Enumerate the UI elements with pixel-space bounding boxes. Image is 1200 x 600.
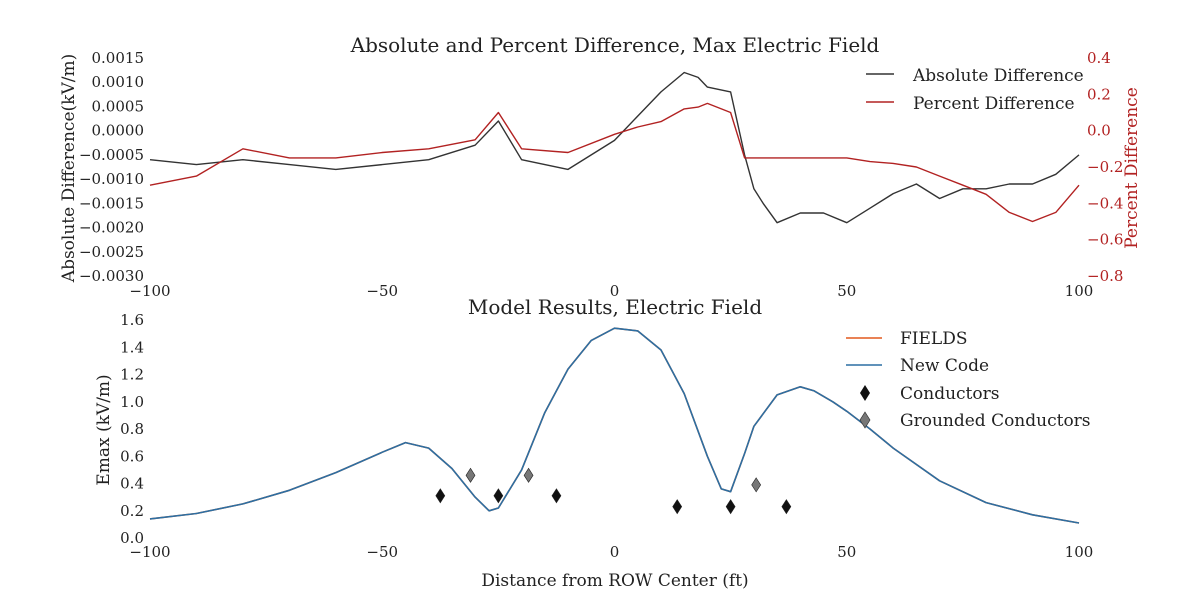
distance-label: Distance from ROW Center (ft) [481,571,748,591]
legend-percent-label: Percent Difference [913,94,1075,114]
absolute-ytick-label: 0.0010 [92,73,145,91]
electric-field-chart-title: Model Results, Electric Field [468,295,762,319]
distance-xtick-label: −50 [366,543,398,561]
difference-xtick-label: 100 [1065,282,1094,300]
absolute-ytick-label: 0.0005 [92,97,145,115]
absolute-ytick-label: −0.0030 [79,267,144,285]
legend-conductors-label: Conductors [900,384,999,404]
emax-ytick-label: 0.2 [120,502,144,520]
percent-difference-line [149,102,1080,223]
legend-fields-label: FIELDS [900,329,968,349]
difference-chart-title: Absolute and Percent Difference, Max Ele… [350,33,880,57]
difference-xtick-label: −50 [366,282,398,300]
grounded-conductors-marker [465,467,476,483]
difference-xtick-label: 0 [610,282,620,300]
percent-ytick-label: −0.4 [1087,194,1123,212]
conductors-marker [551,488,562,504]
emax-ytick-label: 0.8 [120,420,144,438]
conductors-marker [781,499,792,515]
distance-xtick-label: 50 [837,543,856,561]
legend-grounded-marker [859,411,871,429]
absolute-difference-axis: 0.0015 0.0010 0.0005 0.0000 −0.0005 −0.0010 −0… [79,49,144,285]
distance-xtick-label: 0 [610,543,620,561]
percent-ytick-label: 0.4 [1087,49,1111,67]
conductors-marker [725,499,736,515]
absolute-difference-label: Absolute Difference(kV/m) [59,54,79,283]
absolute-ytick-label: −0.0025 [79,243,144,261]
absolute-ytick-label: −0.0020 [79,219,144,237]
new-code-line [149,327,1080,524]
grounded-conductors-marker [523,467,534,483]
emax-ytick-label: 1.6 [120,311,144,329]
difference-series [149,71,1080,224]
legend-absolute-label: Absolute Difference [912,66,1084,86]
distance-xtick-label: −100 [129,543,170,561]
emax-ytick-label: 0.4 [120,475,144,493]
percent-difference-label: Percent Difference [1122,87,1142,249]
absolute-ytick-label: −0.0005 [79,146,144,164]
emax-ytick-label: 0.0 [120,529,144,547]
percent-ytick-label: −0.2 [1087,158,1123,176]
grounded-conductors-marker [751,477,762,493]
conductors-marker [672,499,683,515]
percent-ytick-label: −0.8 [1087,267,1123,285]
emax-ytick-label: 1.0 [120,393,144,411]
conductors-marker [435,488,446,504]
absolute-ytick-label: 0.0000 [92,122,145,140]
emax-axis: 1.6 1.4 1.2 1.0 0.8 0.6 0.4 0.2 0.0 [120,311,144,547]
electric-field-series [149,327,1080,524]
absolute-ytick-label: 0.0015 [92,49,145,67]
percent-ytick-label: −0.6 [1087,231,1123,249]
legend-conductor-marker [860,385,870,401]
absolute-ytick-label: −0.0010 [79,170,144,188]
emax-ytick-label: 1.4 [120,338,144,356]
difference-chart: Absolute and Percent Difference, Max Ele… [59,33,1142,300]
difference-xtick-label: −100 [129,282,170,300]
distance-xtick-label: 100 [1065,543,1094,561]
emax-label: Emax (kV/m) [94,374,114,485]
conductors-marker [493,488,504,504]
distance-x-axis: −100 −50 0 50 100 [129,543,1093,561]
legend-newcode-label: New Code [900,356,989,376]
absolute-ytick-label: −0.0015 [79,194,144,212]
difference-legend: Absolute Difference Percent Difference [866,66,1084,114]
emax-ytick-label: 1.2 [120,366,144,384]
emax-ytick-label: 0.6 [120,447,144,465]
difference-xtick-label: 50 [837,282,856,300]
absolute-difference-line [149,71,1080,224]
percent-ytick-label: 0.0 [1087,122,1111,140]
percent-ytick-label: 0.2 [1087,85,1111,103]
electric-field-legend: FIELDS New Code Conductors Grounded Cond… [846,329,1091,431]
difference-x-axis: −100 −50 0 50 100 [129,282,1093,300]
percent-difference-axis: 0.4 0.2 0.0 −0.2 −0.4 −0.6 −0.8 [1087,49,1123,285]
electric-field-chart: Model Results, Electric Field 1.61.41.21… [94,295,1093,591]
legend-grounded-label: Grounded Conductors [900,411,1091,431]
